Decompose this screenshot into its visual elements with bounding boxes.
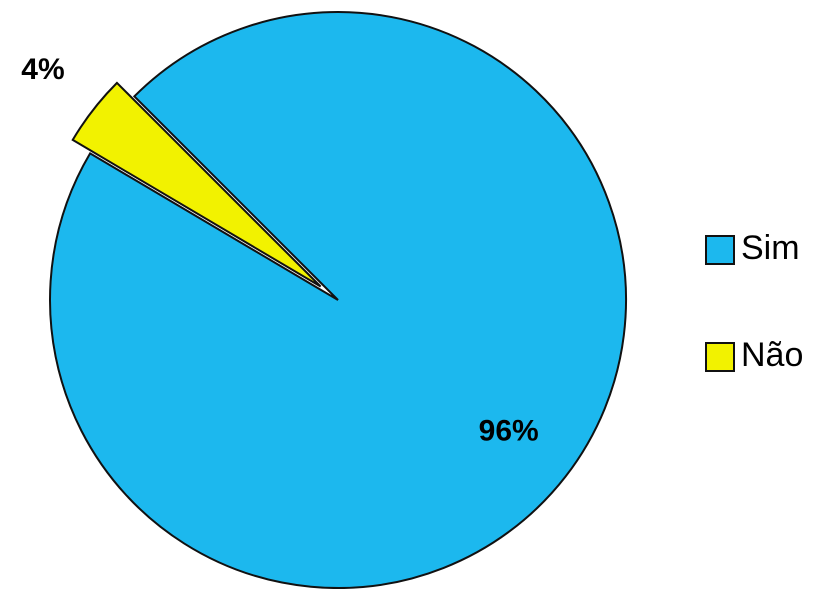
- legend-swatch: [705, 342, 735, 372]
- legend-swatch: [705, 235, 735, 265]
- legend-label: Não: [741, 336, 803, 374]
- legend-label: Sim: [741, 229, 800, 267]
- pie-slice: [71, 81, 322, 288]
- pie-slice: [49, 10, 627, 589]
- data-label: 4%: [21, 53, 64, 86]
- data-label: 96%: [479, 414, 539, 447]
